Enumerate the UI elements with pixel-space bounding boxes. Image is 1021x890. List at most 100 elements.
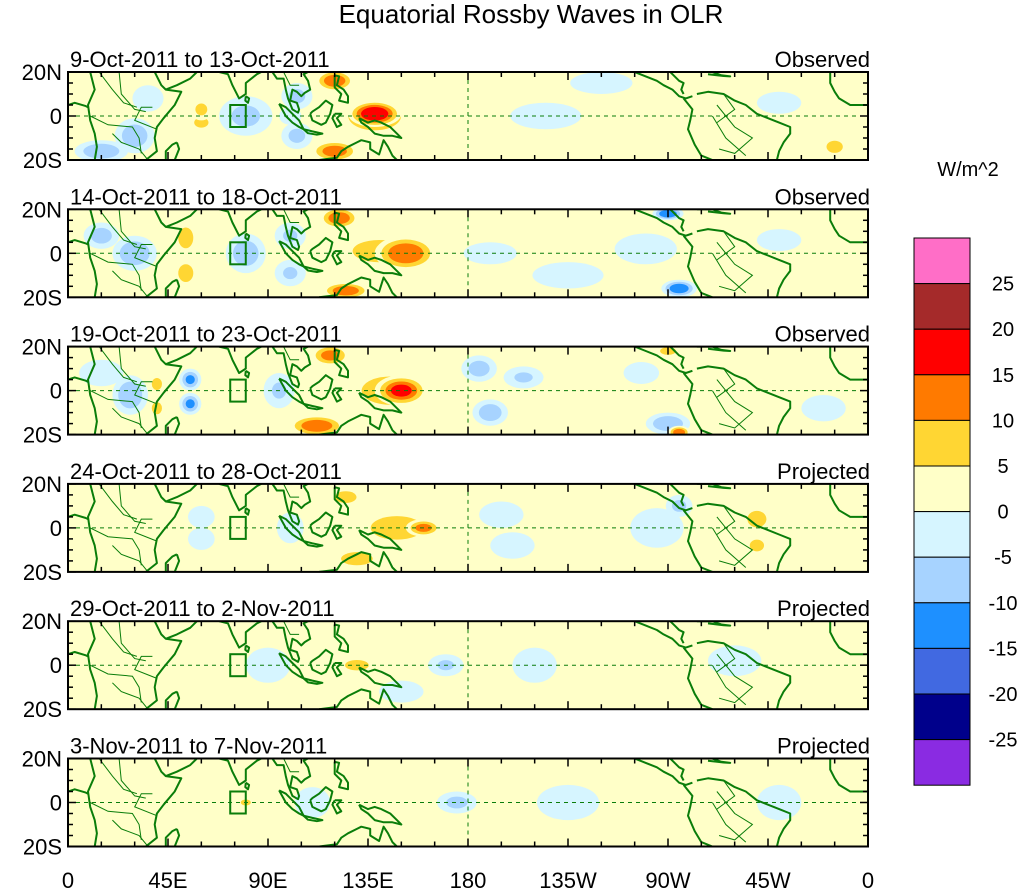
panel-status: Projected (777, 459, 870, 484)
anomaly-contour (294, 632, 331, 655)
reference-box (229, 241, 247, 266)
anomaly-contour (121, 124, 148, 148)
reference-box (229, 378, 247, 403)
panel-date-range: 9-Oct-2011 to 13-Oct-2011 (70, 47, 330, 72)
country-border (716, 653, 754, 704)
coastline (333, 74, 349, 104)
anomaly-contour (194, 117, 209, 128)
anomaly-contour (761, 368, 797, 404)
legend-label: 10 (992, 410, 1014, 432)
coastline (145, 621, 183, 710)
anomaly-contour (178, 227, 194, 249)
legend-label: 25 (992, 274, 1014, 296)
anomaly-contour (747, 510, 767, 528)
coastline (634, 621, 693, 649)
x-tick-label: 0 (862, 868, 874, 890)
anomaly-contour (241, 530, 273, 553)
panel-status: Projected (777, 596, 870, 621)
anomaly-contour (463, 242, 517, 265)
coastline (244, 232, 251, 242)
legend-swatch (913, 602, 971, 649)
country-border (716, 93, 736, 124)
anomaly-contour (401, 273, 446, 296)
country-border (716, 642, 736, 673)
anomaly-contour (532, 262, 604, 289)
country-border (716, 780, 736, 810)
coastline (634, 209, 693, 237)
anomaly-contour (132, 85, 164, 112)
coastline (634, 483, 693, 512)
coastline (302, 540, 324, 548)
country-border (711, 253, 747, 294)
coastline (335, 61, 339, 68)
country-border (711, 115, 747, 156)
panel-status: Observed (775, 322, 870, 347)
coastlines (68, 346, 868, 435)
coastline (309, 374, 334, 401)
coastline (302, 814, 324, 823)
coastline (218, 209, 262, 237)
coastline (271, 209, 312, 251)
y-tick-label: 0 (50, 791, 62, 816)
country-border (118, 758, 146, 799)
coastline (145, 72, 183, 160)
coastline (696, 640, 792, 710)
anomaly-contour (552, 373, 597, 400)
coastline (661, 209, 685, 232)
coastline (333, 760, 349, 791)
country-border (283, 72, 300, 86)
x-tick-label: 0 (62, 868, 74, 890)
anomaly-contour (479, 501, 524, 528)
anomaly-contour (322, 145, 347, 157)
coastline (68, 101, 89, 109)
coastline (218, 758, 262, 786)
legend-label: 0 (997, 502, 1008, 524)
anomaly-contour (623, 362, 660, 384)
anomaly-contour (178, 264, 194, 283)
coastline (68, 376, 89, 383)
country-border (716, 241, 754, 292)
anomaly-contour (801, 395, 846, 422)
panel: 20N 0 20S 24-Oct-2011 to 28-Oct-2011 Project… (22, 459, 870, 585)
coastline (335, 748, 339, 755)
coastline (829, 72, 868, 106)
legend-swatch (913, 237, 971, 285)
anomaly-contour (808, 240, 862, 280)
reference-box (229, 515, 247, 540)
coastline (87, 621, 98, 710)
coastline (318, 688, 398, 710)
country-border (112, 682, 149, 710)
y-tick-label: 20N (22, 60, 62, 85)
anomaly-contour (478, 404, 502, 422)
coastline (244, 781, 251, 791)
country-border (283, 621, 300, 635)
coastline (165, 483, 198, 503)
y-tick-label: 20S (23, 560, 62, 585)
legend-label: -15 (989, 638, 1018, 660)
anomaly-contour (630, 508, 684, 548)
coastline (145, 346, 183, 435)
anomaly-contour (514, 372, 533, 383)
coastline (165, 209, 198, 228)
x-tick-label: 90W (645, 868, 690, 890)
anomaly-contour (241, 510, 273, 533)
anomaly-contour (673, 428, 686, 435)
coastline (331, 662, 343, 678)
anomaly-contour (756, 784, 802, 821)
coastline (333, 348, 349, 379)
anomaly-contour (185, 399, 195, 409)
country-border (283, 209, 300, 223)
coastline (244, 644, 251, 653)
panel-date-range: 14-Oct-2011 to 18-Oct-2011 (70, 184, 342, 209)
y-tick-label: 20S (23, 423, 62, 448)
anomaly-contour (808, 91, 862, 127)
country-border (89, 664, 142, 703)
legend-label: -5 (994, 547, 1012, 569)
coastline (696, 777, 792, 847)
country-border (711, 390, 747, 431)
anomaly-contour (708, 111, 762, 147)
coastline (165, 621, 198, 640)
anomaly-contour (614, 233, 677, 265)
panel: 20N 0 20S 19-Oct-2011 to 23-Oct-2011 Observe… (22, 322, 870, 448)
